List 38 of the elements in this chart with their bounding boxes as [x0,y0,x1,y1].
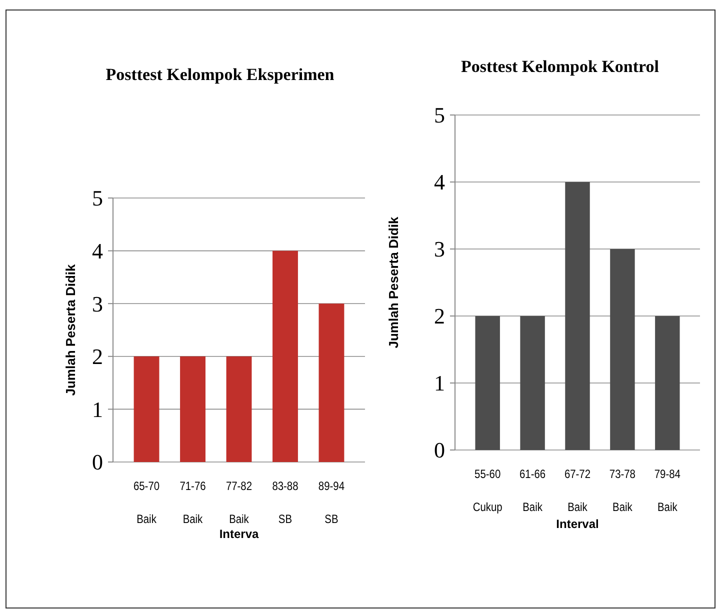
category-label: 71-76 Baik [180,480,206,526]
y-axis-title: Jumlah Peserta Didik [63,263,78,396]
y-tick-label: 2 [434,304,445,329]
bar [226,356,252,462]
category-label: 79-84 Baik [654,468,680,514]
bar [134,356,160,462]
chart-title: Posttest Kelompok Eksperimen [106,65,335,84]
bar [520,316,545,450]
bar [565,182,590,450]
y-axis-title: Jumlah Peserta Didik [386,216,401,348]
bar [180,356,206,462]
bar [610,249,635,450]
y-tick-label: 2 [92,344,103,370]
x-axis-title: Interva [219,527,259,541]
bar [655,316,680,450]
y-tick-label: 1 [434,370,445,396]
y-tick-label: 4 [434,170,445,195]
category-label: 67-72 Baik [564,468,591,514]
category-label: 55-60 Cukup [472,468,502,514]
category-label: 83-88 SB [272,480,298,526]
y-tick-label: 5 [434,102,445,128]
bar [475,316,500,450]
y-tick-label: 3 [434,236,445,262]
category-label: 65-70 Baik [133,480,160,526]
chart-title: Posttest Kelompok Kontrol [460,57,660,76]
bar [272,250,298,462]
y-tick-label: 3 [92,291,103,316]
category-label: 89-94 SB [318,480,345,526]
category-label: 77-82 Baik [226,480,252,526]
x-axis-title: Interval [556,517,599,531]
y-tick-label: 0 [434,438,445,463]
category-label: 61-66 Baik [520,468,546,514]
y-tick-label: 5 [92,186,103,211]
y-tick-label: 1 [92,396,103,422]
category-label: 73-78 Baik [609,468,636,514]
bar [318,304,344,462]
y-tick-label: 0 [92,450,103,475]
y-tick-label: 4 [92,238,103,264]
